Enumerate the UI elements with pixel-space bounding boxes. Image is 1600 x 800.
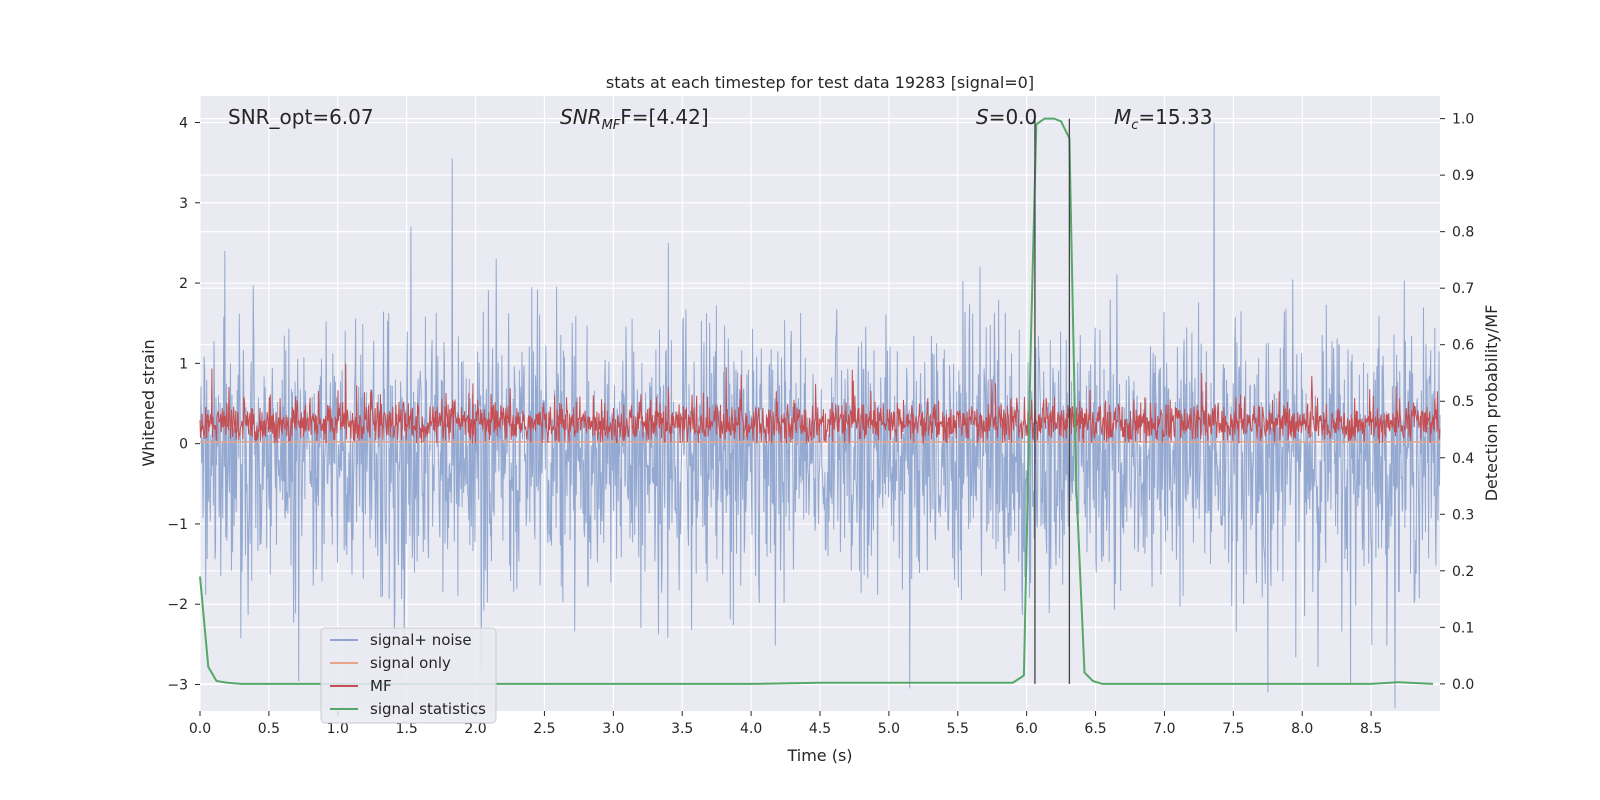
x-tick-label-0: 0.0 — [189, 721, 211, 737]
legend-label-signal-noise: signal+ noise — [370, 631, 472, 649]
y-tick-label-6: 3 — [179, 196, 188, 212]
y2-tick-label-0: 0.0 — [1452, 677, 1474, 693]
x-tick-label-2: 1.0 — [327, 721, 349, 737]
legend: signal+ noise signal only MF signal stat… — [320, 627, 497, 724]
x-tick-label-1: 0.5 — [258, 721, 280, 737]
annotation-snr-mf-sub: MF — [602, 118, 621, 133]
annotation-mc-main: M — [1114, 105, 1131, 129]
x-tick-label-5: 2.5 — [533, 721, 555, 737]
y2-axis-label: Detection probability/MF — [1482, 305, 1501, 502]
y-tick-label-5: 2 — [179, 276, 188, 292]
y2-tick-label-4: 0.4 — [1452, 451, 1474, 467]
legend-box — [320, 627, 497, 724]
x-tick-label-16: 8.0 — [1291, 721, 1313, 737]
annotation-snr-opt: SNR_opt=6.07 — [228, 105, 374, 129]
x-tick-label-8: 4.0 — [740, 721, 762, 737]
x-tick-label-3: 1.5 — [396, 721, 418, 737]
y2-tick-label-3: 0.3 — [1452, 507, 1474, 523]
series-signal-noise-line — [199, 122, 1441, 709]
y-tick-label-4: 1 — [179, 356, 188, 372]
y2-tick-label-2: 0.2 — [1452, 564, 1474, 580]
y2-tick-label-9: 0.9 — [1452, 168, 1474, 184]
series-signal-statistics-line — [199, 117, 1434, 685]
x-tick-label-10: 5.0 — [878, 721, 900, 737]
y-tick-label-0: −3 — [167, 678, 188, 694]
x-tick-label-15: 7.5 — [1222, 721, 1244, 737]
x-tick-label-17: 8.5 — [1360, 721, 1382, 737]
data-layer — [199, 117, 1441, 709]
legend-label-signal-statistics: signal statistics — [370, 700, 486, 718]
y-axis-label: Whitened strain — [139, 339, 158, 466]
annotation-s-value: =0.0 — [989, 105, 1038, 129]
y-tick-label-7: 4 — [179, 115, 188, 131]
annotation-snr-mf-rest: F=[4.42] — [620, 105, 708, 129]
axes-layer: 0.0 0.5 1.0 1.5 2.0 2.5 3.0 3.5 4.0 4.5 5.0 5.5 6.0 6… — [167, 112, 1474, 737]
legend-label-signal-only: signal only — [370, 654, 451, 672]
annotation-mc-rest: =15.33 — [1138, 105, 1212, 129]
annotation-mc: Mc=15.33 — [1114, 105, 1212, 133]
annotation-snr-mf-main: SNR — [560, 105, 602, 129]
x-tick-label-11: 5.5 — [947, 721, 969, 737]
y-tick-label-3: 0 — [179, 437, 188, 453]
x-tick-label-7: 3.5 — [671, 721, 693, 737]
y2-tick-label-1: 0.1 — [1452, 620, 1474, 636]
x-tick-label-6: 3.0 — [602, 721, 624, 737]
y2-tick-label-7: 0.7 — [1452, 281, 1474, 297]
y2-tick-label-10: 1.0 — [1452, 112, 1474, 128]
annotation-mc-sub: c — [1131, 118, 1138, 133]
x-tick-label-4: 2.0 — [464, 721, 486, 737]
x-axis-label: Time (s) — [786, 746, 852, 765]
annotation-snr-mf: SNRMFF=[4.42] — [560, 105, 709, 133]
y2-tick-label-5: 0.5 — [1452, 394, 1474, 410]
chart-title: stats at each timestep for test data 192… — [606, 73, 1034, 92]
y2-tick-label-6: 0.6 — [1452, 338, 1474, 354]
x-tick-label-14: 7.0 — [1153, 721, 1175, 737]
legend-label-mf: MF — [370, 677, 392, 695]
x-tick-label-13: 6.5 — [1084, 721, 1106, 737]
annotation-s-stat: S=0.0 — [976, 105, 1037, 129]
y-tick-label-2: −1 — [167, 517, 188, 533]
annotation-s-label: S — [976, 105, 989, 129]
x-tick-label-12: 6.0 — [1016, 721, 1038, 737]
y2-tick-label-8: 0.8 — [1452, 225, 1474, 241]
series-mf-line — [199, 363, 1441, 444]
x-tick-label-9: 4.5 — [809, 721, 831, 737]
y-tick-label-1: −2 — [167, 597, 188, 613]
